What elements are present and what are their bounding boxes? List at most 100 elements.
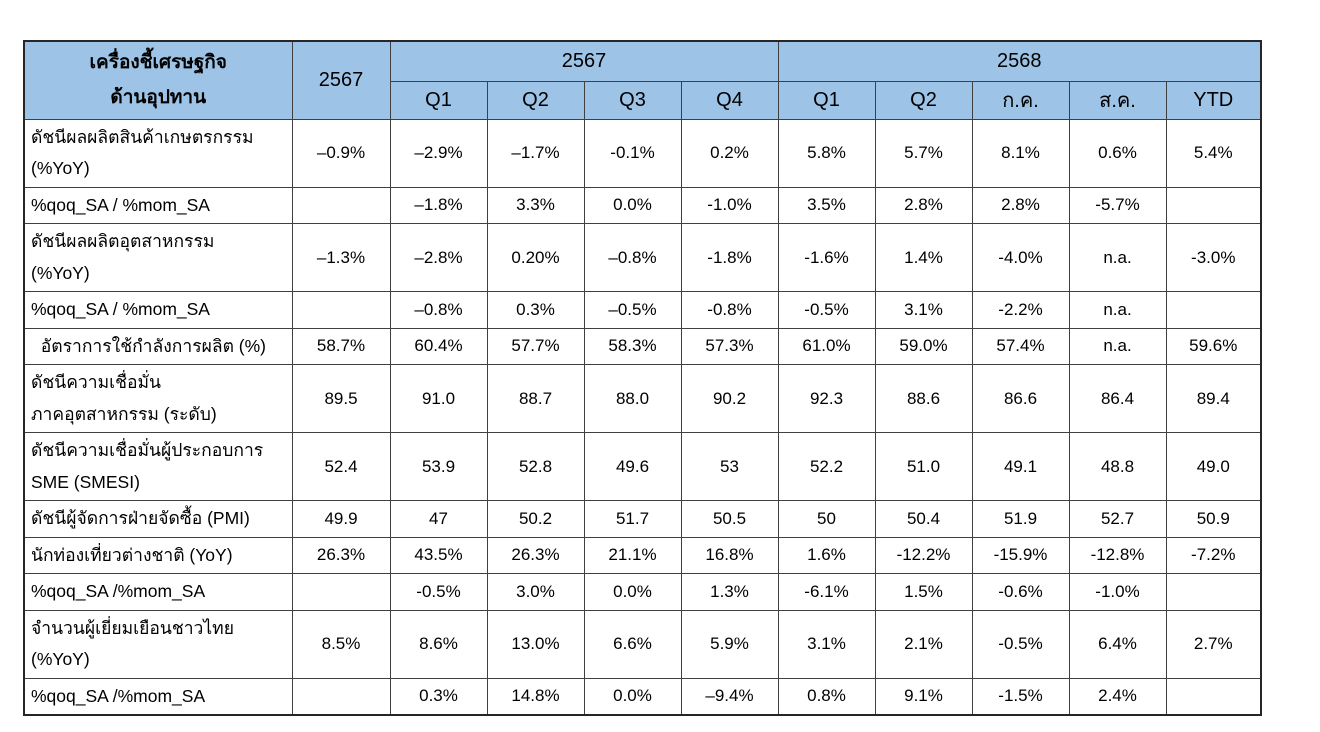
table-row: นักท่องเที่ยวต่างชาติ (YoY) 26.3% 43.5% 26.… (23, 536, 1262, 574)
table-cell: -12.8% (1068, 536, 1167, 574)
table-cell: 0.0% (583, 573, 682, 611)
table-cell: 52.2 (777, 432, 876, 501)
col-header-2567-q3: Q3 (583, 80, 682, 120)
table-cell: –0.8% (389, 291, 488, 329)
col-header-2568-q2: Q2 (874, 80, 973, 120)
table-cell: 9.1% (874, 677, 973, 716)
table-cell: -0.6% (971, 573, 1070, 611)
row-label: ดัชนีความเชื่อมั่น ภาคอุตสาหกรรม (ระดับ) (23, 364, 293, 433)
year-group-2568: 2568 (777, 40, 1262, 82)
table-cell (291, 186, 391, 224)
table-cell: 50 (777, 500, 876, 538)
table-cell: 88.0 (583, 364, 682, 433)
table-cell: 49.9 (291, 500, 391, 538)
table-cell (1165, 186, 1262, 224)
table-cell: -5.7% (1068, 186, 1167, 224)
table-cell: 52.7 (1068, 500, 1167, 538)
table-cell: 61.0% (777, 327, 876, 365)
table-cell: -3.0% (1165, 223, 1262, 292)
table-cell: -0.5% (389, 573, 488, 611)
table-cell: 88.6 (874, 364, 973, 433)
annual-year-header: 2567 (291, 40, 391, 120)
col-header-2567-q1: Q1 (389, 80, 488, 120)
table-cell: 3.0% (486, 573, 585, 611)
table-cell: 1.6% (777, 536, 876, 574)
table-row: %qoq_SA /%mom_SA -0.5% 3.0% 0.0% 1.3% -6.1% 1.… (23, 573, 1262, 611)
table-cell: 50.4 (874, 500, 973, 538)
row-label: %qoq_SA / %mom_SA (23, 291, 293, 329)
table-row: %qoq_SA /%mom_SA 0.3% 14.8% 0.0% –9.4% 0.8% 9.… (23, 677, 1262, 716)
table-cell: 3.1% (777, 609, 876, 679)
table-cell: 26.3% (291, 536, 391, 574)
supply-indicators-sheet: เครื่องชี้เศรษฐกิจ ด้านอุปทาน 2567 2567 … (23, 40, 1262, 716)
header-years-row: เครื่องชี้เศรษฐกิจ ด้านอุปทาน 2567 2567 … (23, 40, 1262, 120)
table-cell: 59.0% (874, 327, 973, 365)
table-cell: -4.0% (971, 223, 1070, 292)
table-cell: -7.2% (1165, 536, 1262, 574)
supply-indicators-table: เครื่องชี้เศรษฐกิจ ด้านอุปทาน 2567 2567 … (23, 40, 1262, 716)
row-label: %qoq_SA / %mom_SA (23, 186, 293, 224)
table-cell (1165, 291, 1262, 329)
table-cell: 89.5 (291, 364, 391, 433)
table-cell: 6.6% (583, 609, 682, 679)
table-cell: –1.8% (389, 186, 488, 224)
year-group-2567: 2567 (389, 40, 779, 82)
table-cell: -1.0% (680, 186, 779, 224)
table-cell: –0.9% (291, 118, 391, 188)
table-row: อัตราการใช้กำลังการผลิต (%) 58.7% 60.4% 57.… (23, 327, 1262, 365)
table-row: ดัชนีผลผลิตสินค้าเกษตรกรรม (%YoY) –0.9% –2… (23, 118, 1262, 188)
table-row: %qoq_SA / %mom_SA –0.8% 0.3% –0.5% -0.8% -0.5… (23, 291, 1262, 329)
table-cell (1165, 573, 1262, 611)
table-cell: 5.4% (1165, 118, 1262, 188)
table-cell: 2.8% (971, 186, 1070, 224)
table-cell: -2.2% (971, 291, 1070, 329)
table-cell: 89.4 (1165, 364, 1262, 433)
table-cell: 2.8% (874, 186, 973, 224)
header-quarters-row: Q1 Q2 Q3 Q4 Q1 Q2 ก.ค. ส.ค. YTD (24, 80, 1262, 120)
row-label: ดัชนีผู้จัดการฝ่ายจัดซื้อ (PMI) (23, 500, 293, 538)
table-row: จำนวนผู้เยี่ยมเยือนชาวไทย (%YoY) 8.5% 8.6%… (23, 609, 1262, 679)
table-cell: –1.7% (486, 118, 585, 188)
table-cell: 5.9% (680, 609, 779, 679)
table-cell (1165, 677, 1262, 716)
table-cell: 48.8 (1068, 432, 1167, 501)
table-cell: -0.1% (583, 118, 682, 188)
table-cell: 49.6 (583, 432, 682, 501)
col-header-2567-q2: Q2 (486, 80, 585, 120)
table-cell: 8.6% (389, 609, 488, 679)
table-cell: 50.5 (680, 500, 779, 538)
table-cell: 0.20% (486, 223, 585, 292)
col-header-2568-ytd: YTD (1165, 80, 1262, 120)
table-cell: 51.9 (971, 500, 1070, 538)
table-cell: –0.5% (583, 291, 682, 329)
table-cell: -15.9% (971, 536, 1070, 574)
table-cell: 60.4% (389, 327, 488, 365)
table-cell: 92.3 (777, 364, 876, 433)
table-cell: 57.7% (486, 327, 585, 365)
table-cell: 3.1% (874, 291, 973, 329)
table-cell (291, 677, 391, 716)
table-cell: –0.8% (583, 223, 682, 292)
table-cell: 59.6% (1165, 327, 1262, 365)
table-cell: 1.5% (874, 573, 973, 611)
table-cell: 52.4 (291, 432, 391, 501)
table-cell: 52.8 (486, 432, 585, 501)
row-label: นักท่องเที่ยวต่างชาติ (YoY) (23, 536, 293, 574)
table-cell: 49.0 (1165, 432, 1262, 501)
table-cell: 2.1% (874, 609, 973, 679)
row-label: %qoq_SA /%mom_SA (23, 677, 293, 716)
table-cell: -0.8% (680, 291, 779, 329)
table-cell: 53 (680, 432, 779, 501)
row-label: จำนวนผู้เยี่ยมเยือนชาวไทย (%YoY) (23, 609, 293, 679)
row-label-header: เครื่องชี้เศรษฐกิจ ด้านอุปทาน (23, 40, 293, 120)
table-cell: 58.7% (291, 327, 391, 365)
table-cell: 50.2 (486, 500, 585, 538)
table-cell: 91.0 (389, 364, 488, 433)
table-cell: 1.3% (680, 573, 779, 611)
table-row: ดัชนีความเชื่อมั่นผู้ประกอบการ SME (SMES… (23, 432, 1262, 501)
table-cell: 3.5% (777, 186, 876, 224)
table-cell: 53.9 (389, 432, 488, 501)
table-cell: -1.8% (680, 223, 779, 292)
table-cell: 50.9 (1165, 500, 1262, 538)
table-cell: -0.5% (971, 609, 1070, 679)
